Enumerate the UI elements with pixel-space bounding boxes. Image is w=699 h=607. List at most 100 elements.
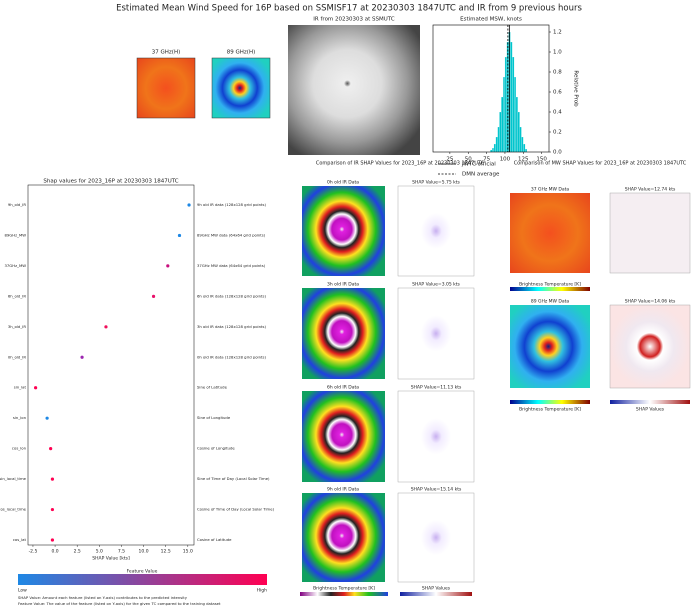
legend-label: JWTC official <box>461 162 496 168</box>
x-tick-label: 2.5 <box>74 549 81 555</box>
y-tick-label: 0.4 <box>553 110 562 116</box>
colorbar-title: SHAP Values <box>636 407 665 413</box>
footnote: SHAP Value: Amount each feature (listed … <box>18 595 188 600</box>
colorbar-title: Brightness Temperature [K] <box>519 282 581 288</box>
bar <box>517 111 520 153</box>
ir-image <box>302 493 385 582</box>
y-tick-label: sin_lon <box>13 415 27 420</box>
mw37-image <box>136 57 196 119</box>
mw89-image <box>211 57 271 119</box>
bar <box>519 126 522 153</box>
plot-frame <box>432 24 550 153</box>
mw-rows: 37 GHz MW Data SHAP Value=12.74 kts Brig… <box>510 187 691 413</box>
panel-title: 89 GHz(H) <box>227 50 255 56</box>
shap-image <box>609 304 691 389</box>
image-title: SHAP Value=14.06 kts <box>625 299 676 305</box>
feature-description: 37GHz MW data (64x64 grid points) <box>197 263 266 268</box>
image-title: 9h old IR Data <box>327 487 359 493</box>
x-tick-label: 10.0 <box>139 549 149 555</box>
y-tick-label: 0.0 <box>553 150 562 156</box>
image-title: SHAP Value=5.75 kts <box>412 180 460 186</box>
image-title: SHAP Value=12.74 kts <box>625 187 676 193</box>
feature-description: 0h old IR data (128x128 grid points) <box>197 354 266 359</box>
x-tick-label: 150 <box>536 157 547 163</box>
panel-title: 37 GHz(H) <box>152 50 180 56</box>
colorbar <box>18 574 267 585</box>
dot <box>50 477 55 481</box>
dot <box>49 447 53 451</box>
image-title: SHAP Value=15.14 kts <box>411 487 462 493</box>
bar <box>499 111 502 153</box>
y-tick-label: sin_local_time <box>0 476 27 481</box>
x-tick-label: 75 <box>483 157 490 163</box>
y-tick-label: 6h_old_IR <box>8 293 27 298</box>
panel-title: Comparison of IR SHAP Values for 2023_16… <box>316 161 485 167</box>
bar <box>495 136 498 153</box>
y-axis-label: Relative Prob <box>573 70 579 107</box>
ir-rows: 0h old IR Data SHAP Value=5.75 kts 3h ol… <box>300 180 475 596</box>
colorbar-title: Brightness Temperature [K] <box>313 586 375 592</box>
bar <box>521 136 524 153</box>
y-tick-label: cos_lon <box>12 446 27 451</box>
feature-description: 6h old IR data (128x128 grid points) <box>197 293 266 298</box>
feature-description: Cosine of Time of Day (Local Solar Time) <box>197 507 275 512</box>
y-tick-label: 89GHz_MW <box>4 232 26 237</box>
chart-title: Estimated MSW, knots <box>460 17 522 23</box>
dot <box>50 507 55 512</box>
x-axis-label: SHAP Value [kts] <box>92 556 130 562</box>
image-title: SHAP Value=11.13 kts <box>411 385 462 391</box>
y-tick-label: 0.8 <box>553 70 562 76</box>
colorbar <box>300 592 388 596</box>
feature-description: Sine of Longitude <box>197 415 231 420</box>
bar <box>515 96 518 153</box>
shap-image <box>397 492 475 583</box>
dot <box>80 355 84 359</box>
x-tick-label: 125 <box>518 157 529 163</box>
x-tick-label: 5.0 <box>96 549 103 555</box>
x-tick-label: 100 <box>500 157 511 163</box>
y-tick-label: 0.2 <box>553 130 562 136</box>
shap-image <box>609 192 691 274</box>
bar <box>503 76 506 153</box>
bar <box>497 126 500 153</box>
dot <box>177 233 182 238</box>
shap-image <box>397 287 475 380</box>
dot <box>166 264 170 268</box>
colorbar <box>510 400 590 404</box>
image-title: 6h old IR Data <box>327 385 359 391</box>
colorbar <box>610 400 690 404</box>
image-title: SHAP Value=3.05 kts <box>412 282 460 288</box>
bar <box>504 56 507 153</box>
bar <box>523 143 526 153</box>
y-tick-label: cos_lat <box>13 537 27 542</box>
colorbar-high: High <box>257 588 267 594</box>
colorbar-title: Feature Value <box>127 569 158 575</box>
x-tick-label: 7.5 <box>118 549 125 555</box>
shap-image <box>397 185 475 277</box>
bar <box>492 147 495 153</box>
ir-image <box>302 391 385 482</box>
image-title: 0h old IR Data <box>327 180 359 186</box>
ir-image <box>288 25 420 155</box>
feature-description: 3h old IR data (128x128 grid points) <box>197 324 266 329</box>
y-tick-label: 3h_old_IR <box>8 324 27 329</box>
y-tick-label: 0.6 <box>553 90 562 96</box>
feature-description: 89GHz MW data (64x64 grid points) <box>197 232 266 237</box>
feature-description: Cosine of Longitude <box>197 446 235 451</box>
plot-frame <box>27 184 195 546</box>
y-tick-label: 0h_old_IR <box>8 354 27 359</box>
mw-image <box>510 305 590 388</box>
feature-description: 9h old IR data (128x128 grid points) <box>197 202 266 207</box>
bar <box>501 96 504 153</box>
bar <box>490 149 493 153</box>
y-tick-label: cos_local_time <box>0 507 27 512</box>
y-tick-label: 9h_old_IR <box>8 202 27 207</box>
y-tick-label: 1.0 <box>553 50 562 56</box>
colorbar-title: Brightness Temperature [K] <box>519 407 581 413</box>
dot <box>151 294 156 298</box>
feature-description: Cosine of Latitude <box>197 537 232 542</box>
x-tick-label: 12.5 <box>161 549 171 555</box>
dot <box>187 203 191 207</box>
panel-title: Comparison of MW SHAP Values for 2023_16… <box>514 161 687 167</box>
